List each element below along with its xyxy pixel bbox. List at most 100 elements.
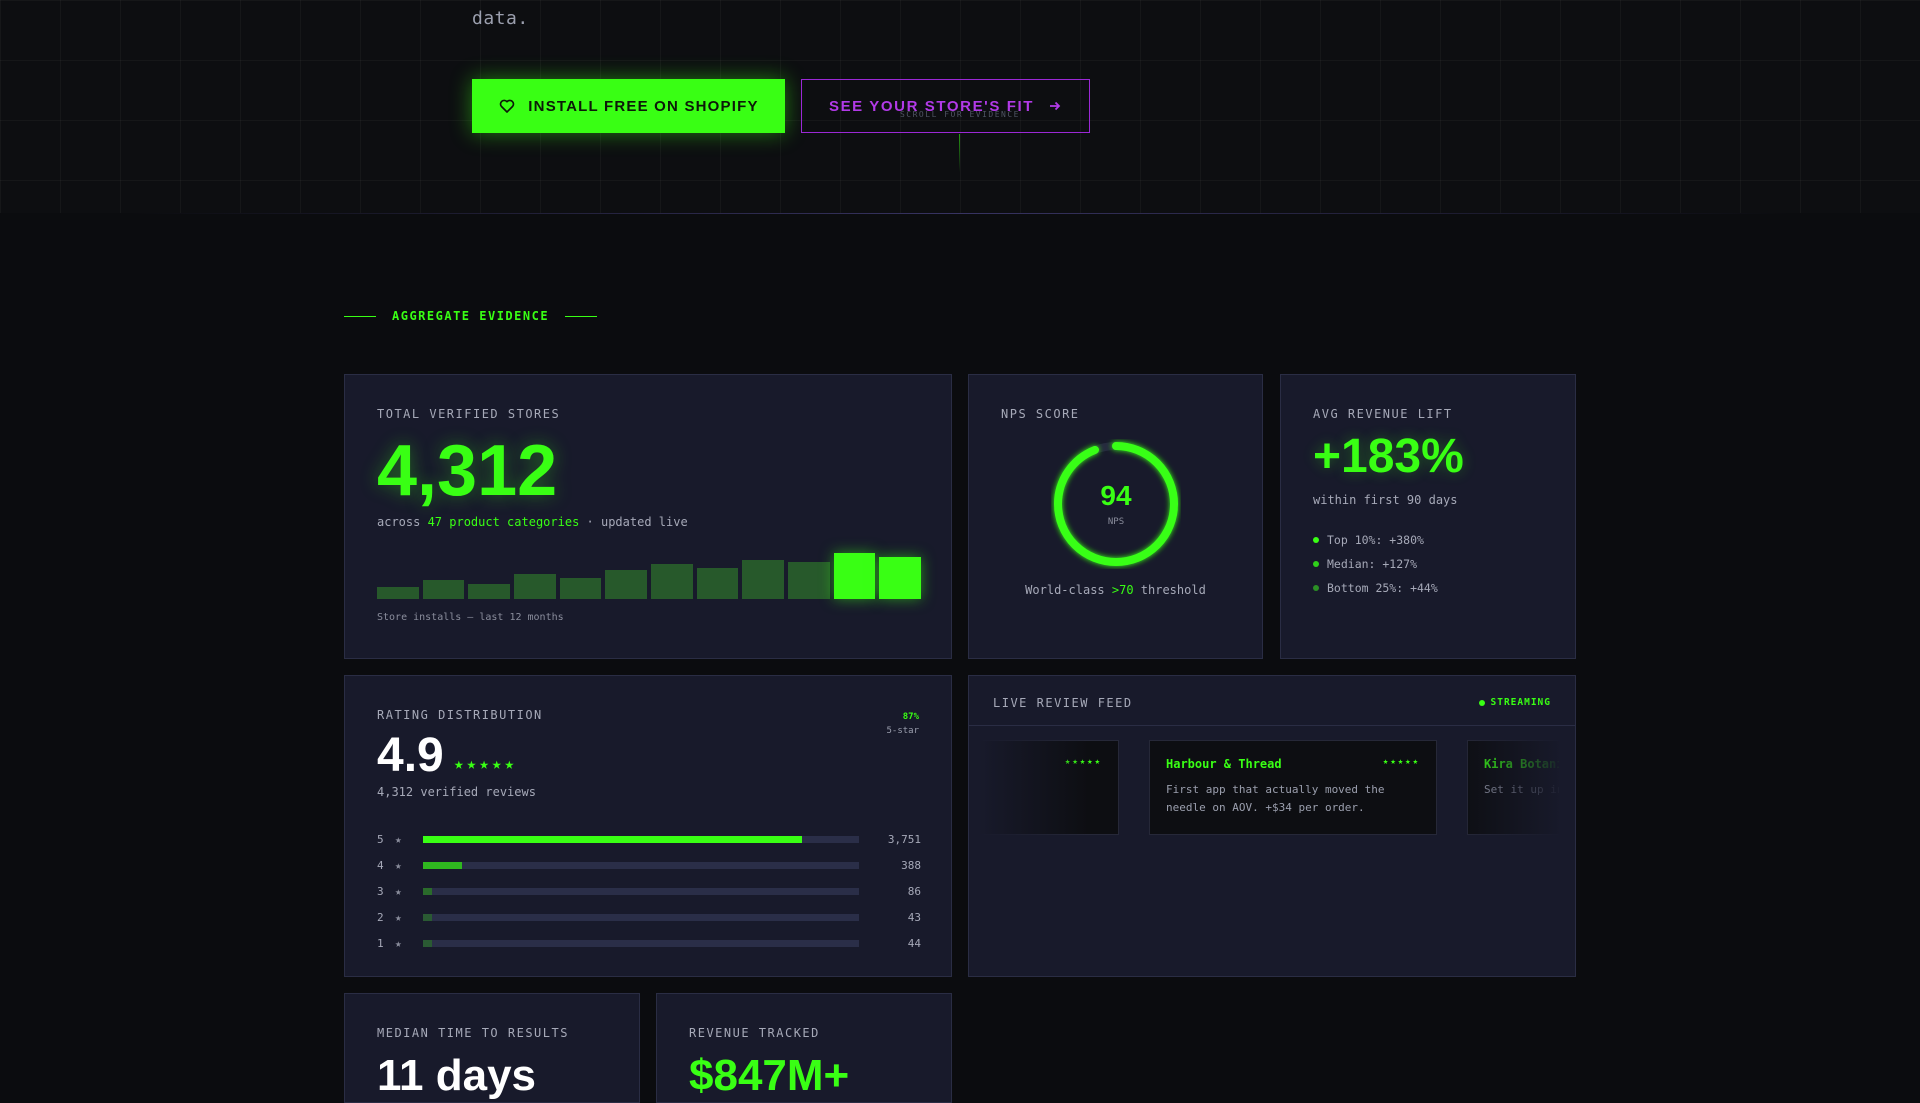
- rating-bar-fill: [423, 887, 432, 895]
- section-label: AGGREGATE EVIDENCE: [344, 309, 598, 323]
- rating-bar-fill: [423, 835, 803, 843]
- rating-bar-fill: [423, 913, 432, 921]
- rating-bar-track: [423, 887, 859, 895]
- feed-header: LIVE REVIEW FEED STREAMING: [969, 676, 1575, 726]
- rating-reviews-count: 4,312 verified reviews: [377, 785, 536, 799]
- live-dot-icon: [1478, 699, 1485, 706]
- lift-item: Bottom 25%: +44%: [1313, 581, 1438, 595]
- install-bar: [559, 578, 602, 599]
- nps-value: 94: [1100, 480, 1132, 511]
- label-dash-left: [344, 315, 376, 317]
- install-bar: [833, 553, 876, 599]
- install-bar: [696, 568, 739, 599]
- rating-bar-fill: [423, 861, 463, 869]
- rating-row-count: 43: [907, 910, 921, 924]
- installs-bar-chart: [377, 551, 921, 599]
- star-icon: ★: [395, 884, 402, 898]
- review-text: from 1.8% to 4.3%: [979, 781, 1104, 799]
- stores-card: TOTAL VERIFIED STORES 4,312 across 47 pr…: [344, 374, 952, 659]
- store-fit-button[interactable]: SEE YOUR STORE'S FIT: [801, 79, 1090, 133]
- lift-item-label: Top 10%: +380%: [1327, 533, 1424, 547]
- store-fit-label: SEE YOUR STORE'S FIT: [828, 97, 1035, 115]
- rating-stars-icon: ★★★★★: [454, 754, 518, 773]
- install-bar: [879, 557, 921, 599]
- install-button-label: INSTALL FREE ON SHOPIFY: [528, 97, 759, 115]
- review-stars-icon: ★★★★★: [1382, 757, 1420, 767]
- rating-row-stars: 1: [377, 936, 384, 950]
- review-card[interactable]: ★★★★★ from 1.8% to 4.3%: [979, 740, 1119, 835]
- rating-row-count: 44: [907, 936, 921, 950]
- lift-value: +183%: [1313, 430, 1464, 483]
- rating-row-count: 3,751: [887, 832, 921, 846]
- rating-bar-fill: [423, 939, 432, 947]
- stores-sub-highlight: 47 product categories: [427, 515, 580, 529]
- review-card[interactable]: Kira Botanicals★★★★★Set it up in a weeke…: [1467, 740, 1559, 835]
- star-icon: ★: [395, 858, 402, 872]
- review-carousel[interactable]: ★★★★★ from 1.8% to 4.3% Harbour & Thread ★★…: [979, 740, 1559, 836]
- stores-value: 4,312: [377, 431, 558, 511]
- hero-text: data.: [472, 8, 529, 29]
- review-stars-icon: ★★★★★: [1064, 757, 1102, 767]
- rating-row-count: 388: [901, 858, 921, 872]
- review-text: Set it up in a weekend, impact showed: [1484, 783, 1559, 796]
- scroll-hint: SCROLL FOR EVIDENCE: [899, 110, 1020, 119]
- bullet-dot-icon: [1313, 561, 1319, 567]
- nps-label: NPS: [1108, 517, 1124, 527]
- installs-caption: Store installs — last 12 months: [377, 612, 564, 623]
- median-time-card: MEDIAN TIME TO RESULTS 11 days: [344, 993, 640, 1103]
- rating-value: 4.9: [377, 729, 444, 782]
- rating-row: 1 ★ 44: [377, 930, 921, 956]
- install-bar: [514, 574, 556, 599]
- stores-title: TOTAL VERIFIED STORES: [377, 407, 561, 421]
- review-author: Kira Botanicals: [1484, 757, 1559, 771]
- stores-sub-prefix: across: [377, 515, 428, 529]
- rating-row-stars: 2: [377, 910, 384, 924]
- label-dash-right: [565, 315, 598, 317]
- rating-row: 3 ★ 86: [377, 878, 921, 904]
- lift-item: Top 10%: +380%: [1313, 533, 1438, 547]
- install-bar: [742, 560, 784, 599]
- install-bar: [651, 564, 693, 599]
- revenue-lift-card: AVG REVENUE LIFT +183% within first 90 d…: [1280, 374, 1576, 659]
- nps-title: NPS SCORE: [1001, 407, 1080, 421]
- rating-row: 4 ★ 388: [377, 852, 921, 878]
- rating-bar-track: [423, 939, 859, 947]
- install-bar: [788, 562, 830, 599]
- hero-section: data. INSTALL FREE ON SHOPIFY SEE YOUR S…: [0, 0, 1920, 213]
- lift-sub: within first 90 days: [1313, 493, 1458, 507]
- install-bar: [605, 570, 647, 599]
- bullet-dot-icon: [1313, 585, 1319, 591]
- section-label-text: AGGREGATE EVIDENCE: [392, 309, 550, 323]
- lift-item-label: Median: +127%: [1327, 557, 1418, 571]
- nps-card: NPS SCORE 94 NPS World-class >70 thresho…: [968, 374, 1263, 659]
- nps-caption: World-class >70 threshold: [969, 583, 1262, 597]
- lift-title: AVG REVENUE LIFT: [1313, 407, 1453, 421]
- star-icon: ★: [395, 832, 402, 846]
- rating-row-count: 86: [907, 884, 921, 898]
- scroll-indicator-line: [959, 134, 960, 172]
- median-title: MEDIAN TIME TO RESULTS: [377, 1026, 569, 1040]
- rating-bar-track: [423, 861, 859, 869]
- rating-row-stars: 3: [377, 884, 384, 898]
- rating-bar-track: [423, 835, 859, 843]
- streaming-label: STREAMING: [1490, 697, 1551, 708]
- nps-ring-fill: [1054, 442, 1178, 566]
- five-star-percent: 87% 5-star: [886, 710, 919, 739]
- star-icon: ★: [395, 936, 402, 950]
- rating-rows: 5 ★ 3,751 4 ★ 388 3 ★ 86 2 ★ 43 1 ★ 44: [377, 826, 921, 956]
- rating-title: RATING DISTRIBUTION: [377, 708, 543, 722]
- stores-subline: across 47 product categories · updated l…: [377, 515, 688, 529]
- install-bar: [377, 587, 419, 599]
- install-button[interactable]: INSTALL FREE ON SHOPIFY: [472, 79, 785, 133]
- five-star-pct-label: 5-star: [886, 726, 919, 737]
- rating-row: 2 ★ 43: [377, 904, 921, 930]
- install-bar: [422, 580, 465, 599]
- review-text: First app that actually moved the needle…: [1166, 783, 1385, 814]
- median-value: 11 days: [377, 1051, 537, 1100]
- streaming-badge: STREAMING: [1478, 697, 1551, 708]
- nps-caption-highlight: >70: [1111, 583, 1134, 597]
- lift-item-label: Bottom 25%: +44%: [1327, 581, 1438, 595]
- review-card[interactable]: Harbour & Thread ★★★★★ First app that actu…: [1149, 740, 1437, 835]
- lift-item: Median: +127%: [1313, 557, 1438, 571]
- revenue-value: $847M+: [689, 1051, 850, 1100]
